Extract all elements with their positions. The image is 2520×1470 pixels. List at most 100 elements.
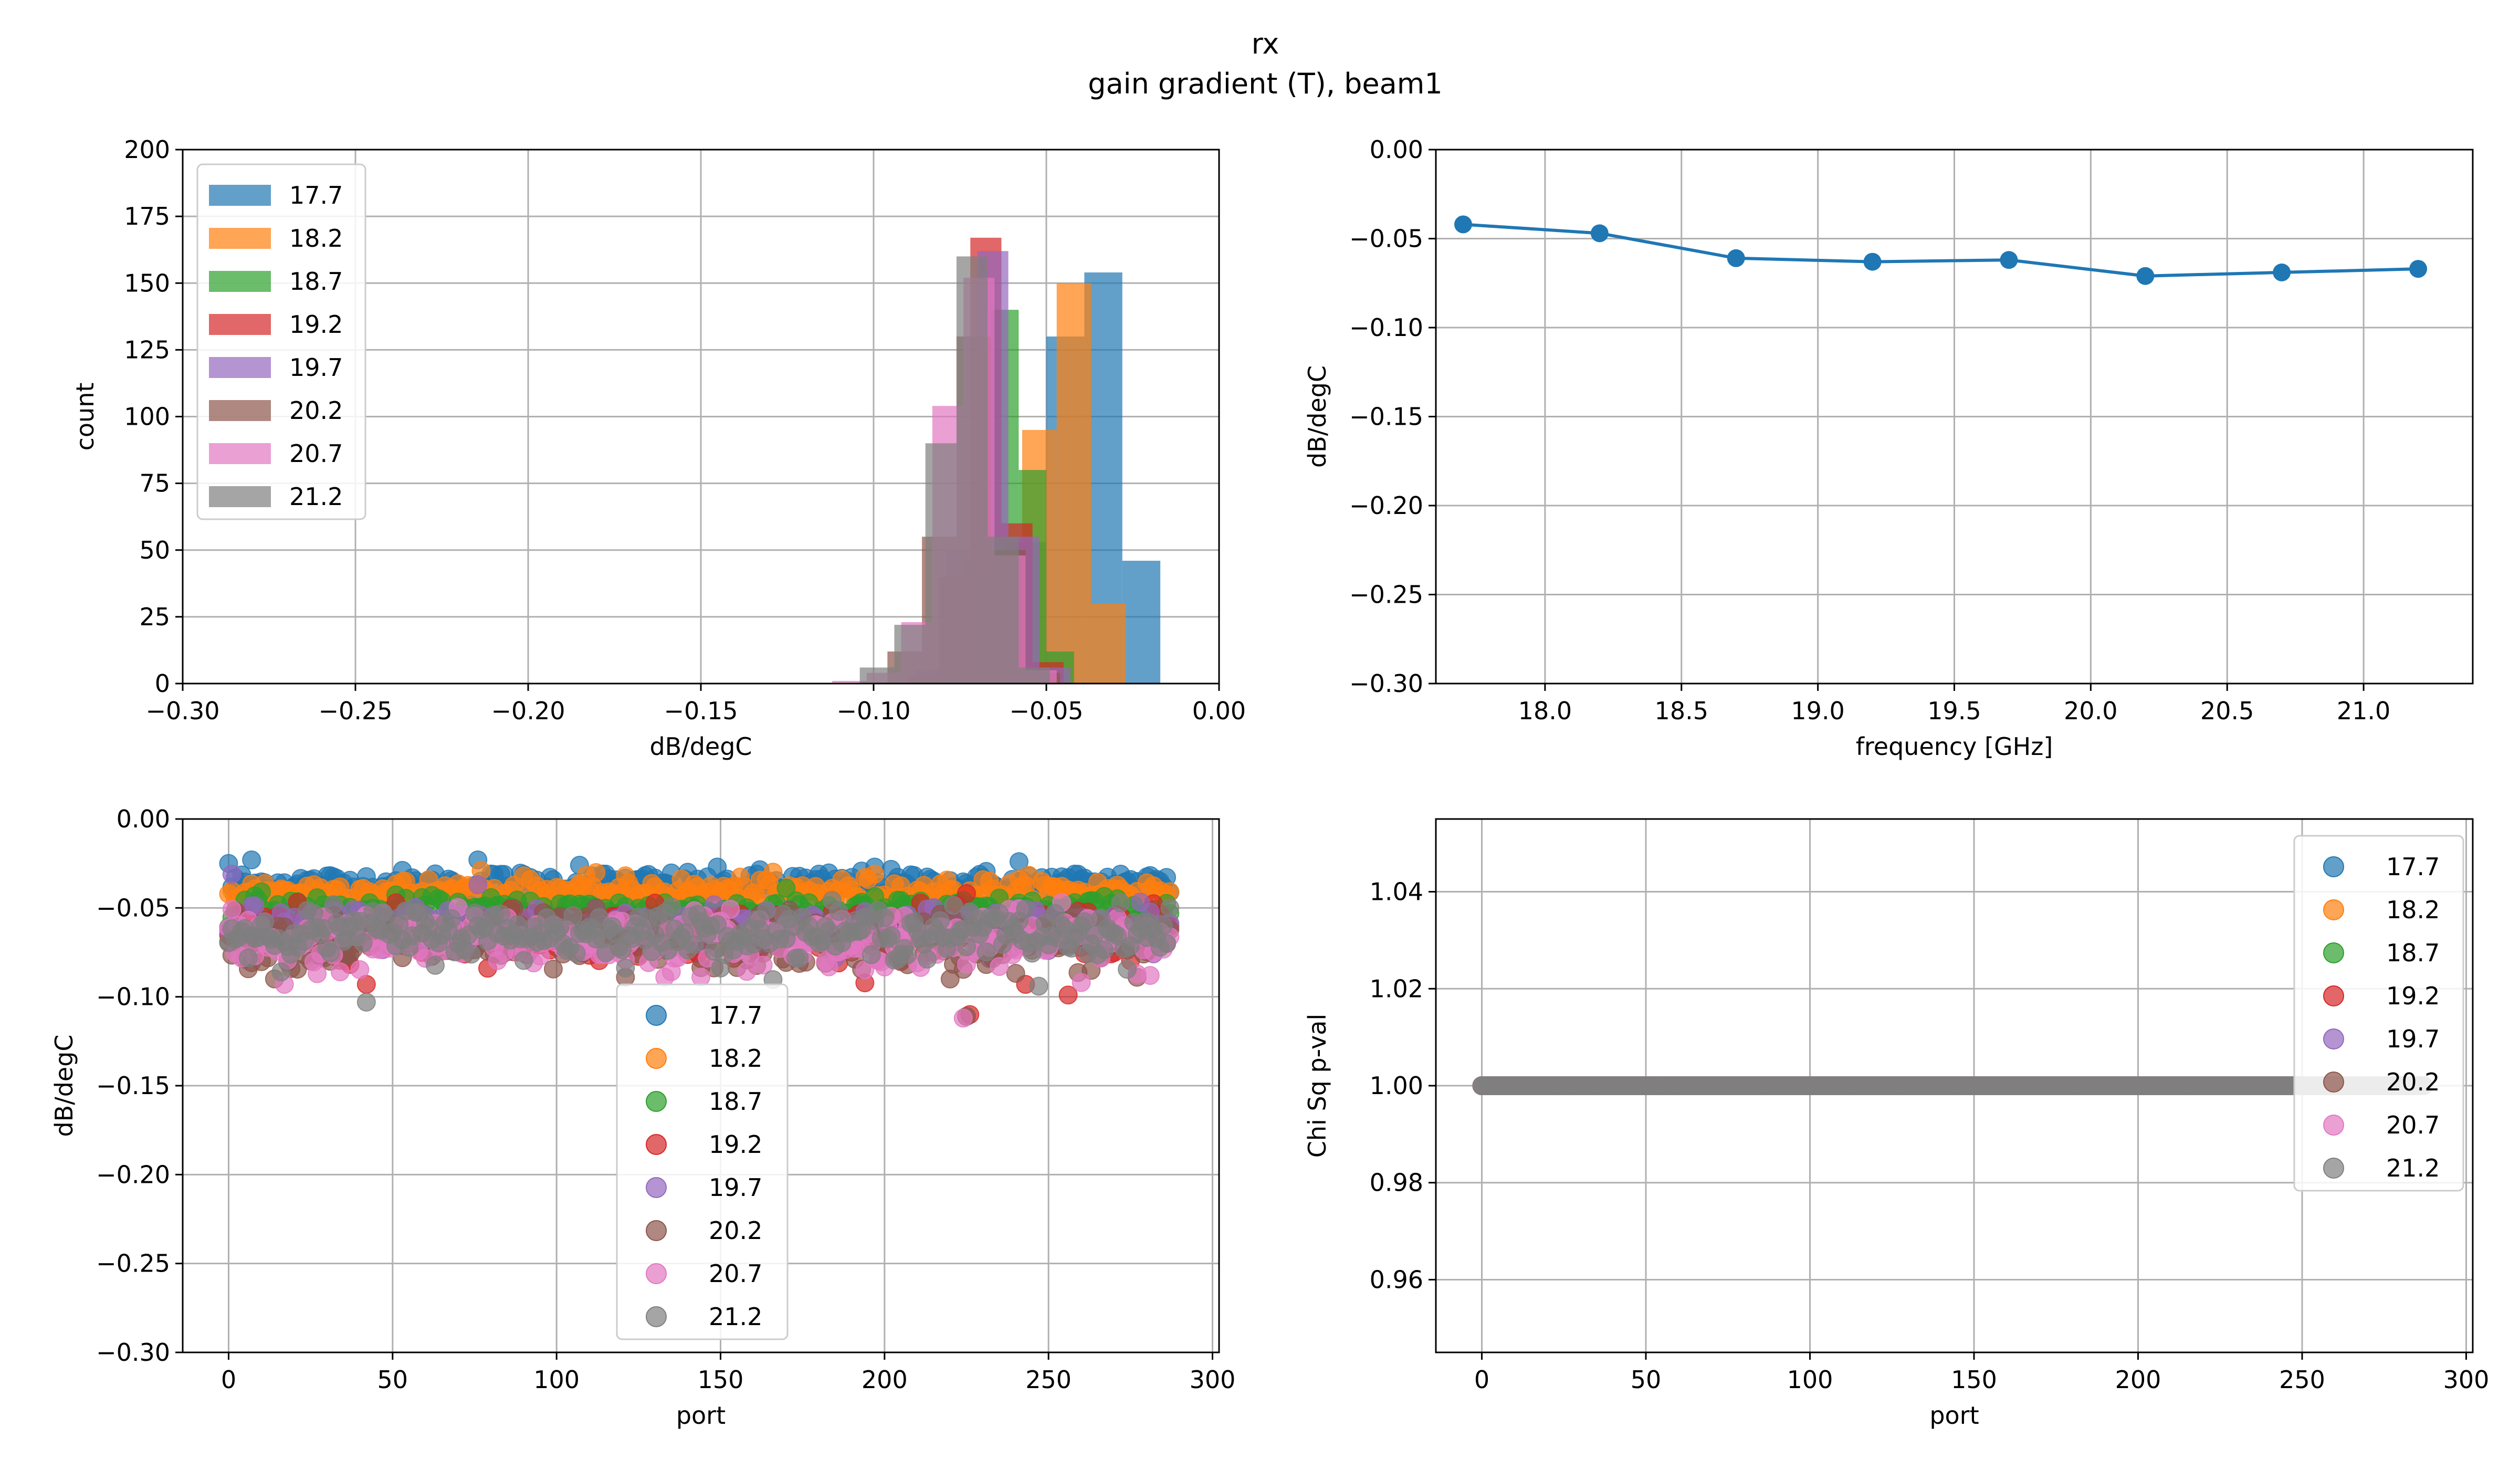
- scatter-point: [1140, 966, 1160, 985]
- x-tick-label: 150: [698, 1366, 744, 1394]
- legend: 17.718.218.719.219.720.220.721.2: [196, 163, 366, 520]
- legend-label-19.7: 19.7: [2386, 1025, 2440, 1053]
- series-line: [1463, 223, 2419, 278]
- x-tick-label: 0: [221, 1366, 236, 1394]
- scatter-point: [957, 937, 976, 957]
- scatter-point: [829, 902, 848, 921]
- legend-marker-18.7: [2323, 942, 2344, 963]
- scatter-point: [1111, 893, 1130, 912]
- scatter-points: [219, 850, 1180, 1028]
- scatter-point: [1029, 976, 1048, 996]
- x-tick-label: 100: [533, 1366, 580, 1394]
- data-point: [1863, 253, 1882, 271]
- histogram-bar-21.2: [1018, 667, 1050, 684]
- legend-label-18.2: 18.2: [709, 1044, 762, 1073]
- scatter-point: [1095, 940, 1114, 960]
- y-axis-label: count: [71, 383, 99, 451]
- scatter-point: [271, 962, 291, 982]
- legend-label-19.2: 19.2: [289, 310, 343, 339]
- scatter-point: [875, 908, 894, 927]
- y-tick-label: −0.05: [1349, 225, 1423, 253]
- scatter-point: [790, 948, 809, 968]
- scatter-point: [1058, 985, 1078, 1005]
- legend-marker-19.7: [2323, 1028, 2344, 1049]
- histogram-bar-18.2: [1056, 283, 1091, 684]
- histogram-bar-21.2: [988, 537, 1019, 684]
- legend-marker-18.2: [646, 1048, 667, 1069]
- y-tick-label: −0.10: [96, 983, 170, 1011]
- legend-frame: [196, 163, 366, 520]
- y-tick-label: 100: [124, 403, 170, 431]
- x-tick-label: 18.5: [1655, 697, 1708, 725]
- scatter-point: [953, 1009, 973, 1028]
- legend-marker-17.7: [2323, 856, 2344, 877]
- legend-swatch-21.2: [209, 486, 271, 507]
- legend-label-20.2: 20.2: [2386, 1068, 2440, 1096]
- legend-marker-18.2: [2323, 899, 2344, 920]
- y-tick-label: −0.25: [1349, 581, 1423, 609]
- y-tick-label: 25: [139, 603, 170, 631]
- scatter-point: [1006, 963, 1025, 983]
- scatter-point: [865, 864, 885, 884]
- legend-marker-20.2: [2323, 1072, 2344, 1093]
- scatter-point: [944, 896, 963, 915]
- scatter-point: [308, 964, 327, 983]
- legend-label-17.7: 17.7: [2386, 853, 2440, 881]
- scatter-point: [957, 884, 976, 903]
- legend-label-20.7: 20.7: [289, 439, 343, 468]
- scatter-point: [1072, 973, 1091, 992]
- legend-label-20.2: 20.2: [289, 396, 343, 425]
- legend-marker-20.2: [646, 1220, 667, 1241]
- legend-label-20.2: 20.2: [709, 1216, 762, 1245]
- legend-label-18.7: 18.7: [2386, 939, 2440, 967]
- x-tick-label: −0.20: [491, 697, 565, 725]
- legend-marker-20.7: [2323, 1115, 2344, 1136]
- legend-marker-19.2: [646, 1134, 667, 1155]
- port-gradient-scatter-panel: 0 50 100 150 200 250 3000.00−0.05−0.10−0.15−0.…: [50, 805, 1235, 1430]
- scatter-point: [898, 945, 917, 964]
- scatter-point: [862, 945, 881, 964]
- axes-frame: [182, 149, 1220, 685]
- x-axis-label: dB/degC: [649, 732, 752, 761]
- scatter-point: [543, 959, 563, 979]
- legend-label-21.2: 21.2: [2386, 1154, 2440, 1182]
- legend-swatch-19.7: [209, 357, 271, 378]
- data-point: [2000, 251, 2018, 269]
- scatter-point: [442, 909, 461, 928]
- legend-marker-17.7: [646, 1005, 667, 1026]
- x-tick-label: 150: [1951, 1366, 1997, 1394]
- legend: 17.718.218.719.219.720.220.721.2: [616, 983, 789, 1340]
- legend-swatch-19.2: [209, 314, 271, 335]
- scatter-point: [616, 958, 635, 978]
- histogram-bar-20.7: [832, 680, 867, 684]
- y-tick-label: 0.00: [1370, 135, 1423, 164]
- legend-marker-21.2: [2323, 1158, 2344, 1179]
- legend-label-17.7: 17.7: [289, 181, 343, 209]
- legend-swatch-17.7: [209, 185, 271, 206]
- y-tick-label: −0.15: [1349, 403, 1423, 431]
- data-point: [2136, 267, 2155, 285]
- scatter-point: [222, 864, 242, 884]
- histogram-panel: −0.30 −0.25 −0.20 −0.15 −0.10 −0.05 0.00025507…: [71, 135, 1246, 761]
- legend-marker-19.2: [2323, 985, 2344, 1006]
- y-tick-label: 150: [124, 269, 170, 297]
- legend-marker-21.2: [646, 1306, 667, 1327]
- legend-swatch-20.7: [209, 443, 271, 464]
- scatter-point: [1118, 960, 1137, 979]
- legend-label-19.2: 19.2: [2386, 982, 2440, 1010]
- x-tick-label: 50: [377, 1366, 408, 1394]
- legend-label-21.2: 21.2: [709, 1303, 762, 1331]
- histogram-bar-21.2: [894, 625, 926, 684]
- y-tick-label: −0.05: [96, 894, 170, 922]
- x-tick-label: 21.0: [2337, 697, 2390, 725]
- data-point: [2409, 260, 2428, 278]
- y-axis-label: Chi Sq p-val: [1303, 1014, 1331, 1158]
- y-tick-label: −0.20: [1349, 491, 1423, 520]
- x-tick-label: 20.5: [2200, 697, 2254, 725]
- x-tick-label: 19.5: [1927, 697, 1981, 725]
- x-tick-label: 0: [1474, 1366, 1489, 1394]
- y-tick-label: −0.25: [96, 1250, 170, 1278]
- scatter-point: [242, 850, 261, 869]
- scatter-point: [350, 960, 370, 979]
